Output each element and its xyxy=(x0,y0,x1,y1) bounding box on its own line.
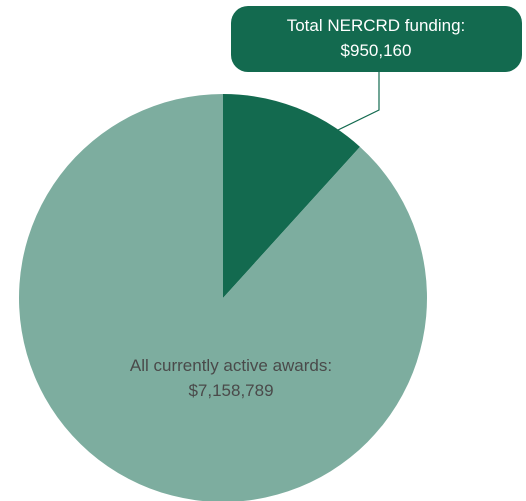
callout-leader-line xyxy=(337,72,380,131)
callout-label: Total NERCRD funding: xyxy=(287,16,466,35)
pie-slice-nercrd-funding xyxy=(223,94,360,298)
large-slice-label: All currently active awards: xyxy=(130,356,332,375)
callout-value: $950,160 xyxy=(341,41,412,60)
slices-layer xyxy=(19,94,427,501)
large-slice-value: $7,158,789 xyxy=(188,381,273,400)
pie-slice-active-awards xyxy=(19,94,427,501)
callout-box xyxy=(231,6,522,72)
